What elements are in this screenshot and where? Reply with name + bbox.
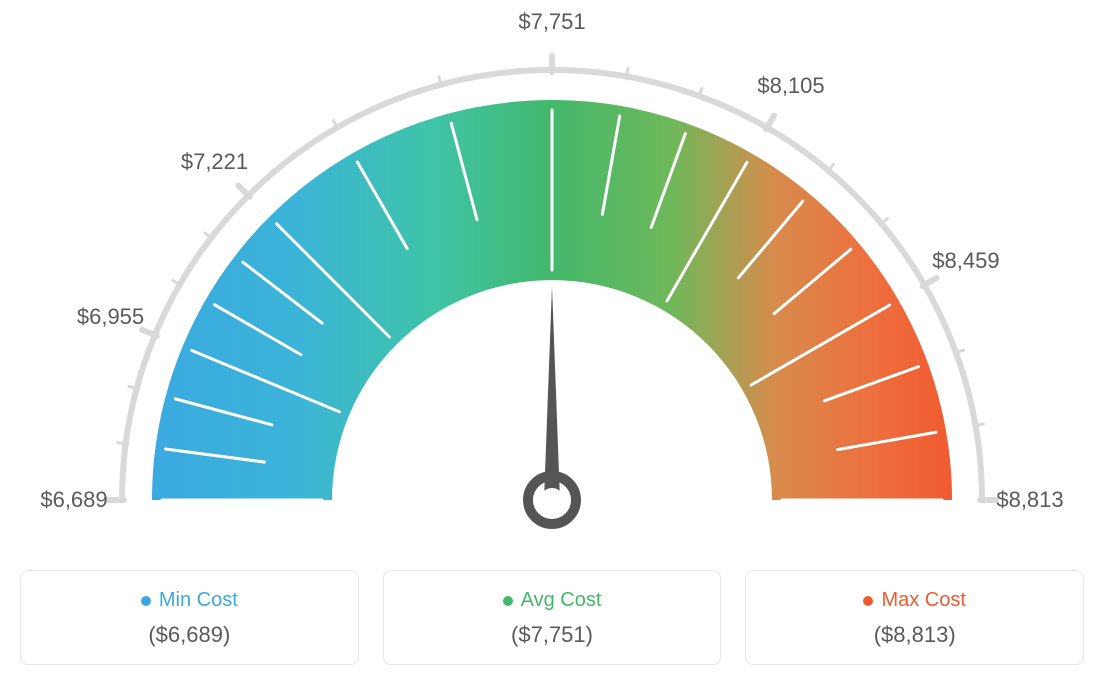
gauge-tick-label: $7,751 — [518, 9, 585, 35]
cost-gauge-chart: $6,689$6,955$7,221$7,751$8,105$8,459$8,8… — [20, 20, 1084, 560]
min-cost-value: ($6,689) — [31, 622, 348, 648]
gauge-tick-label: $6,955 — [77, 304, 144, 330]
gauge-tick-label: $8,813 — [996, 487, 1063, 513]
gauge-tick-label: $7,221 — [181, 149, 248, 175]
avg-cost-title: Avg Cost — [394, 589, 711, 612]
gauge-svg — [20, 20, 1084, 560]
gauge-tick-label: $8,459 — [932, 248, 999, 274]
min-cost-card: Min Cost ($6,689) — [20, 570, 359, 665]
summary-cards: Min Cost ($6,689) Avg Cost ($7,751) Max … — [20, 570, 1084, 665]
max-cost-title: Max Cost — [756, 589, 1073, 612]
min-cost-title: Min Cost — [31, 589, 348, 612]
gauge-tick-label: $6,689 — [40, 487, 107, 513]
max-cost-value: ($8,813) — [756, 622, 1073, 648]
avg-cost-card: Avg Cost ($7,751) — [383, 570, 722, 665]
avg-dot-icon — [503, 596, 513, 606]
avg-cost-value: ($7,751) — [394, 622, 711, 648]
max-dot-icon — [863, 596, 873, 606]
min-cost-label: Min Cost — [159, 589, 238, 612]
avg-cost-label: Avg Cost — [521, 589, 602, 612]
gauge-tick-label: $8,105 — [757, 73, 824, 99]
max-cost-label: Max Cost — [881, 589, 965, 612]
min-dot-icon — [141, 596, 151, 606]
max-cost-card: Max Cost ($8,813) — [745, 570, 1084, 665]
